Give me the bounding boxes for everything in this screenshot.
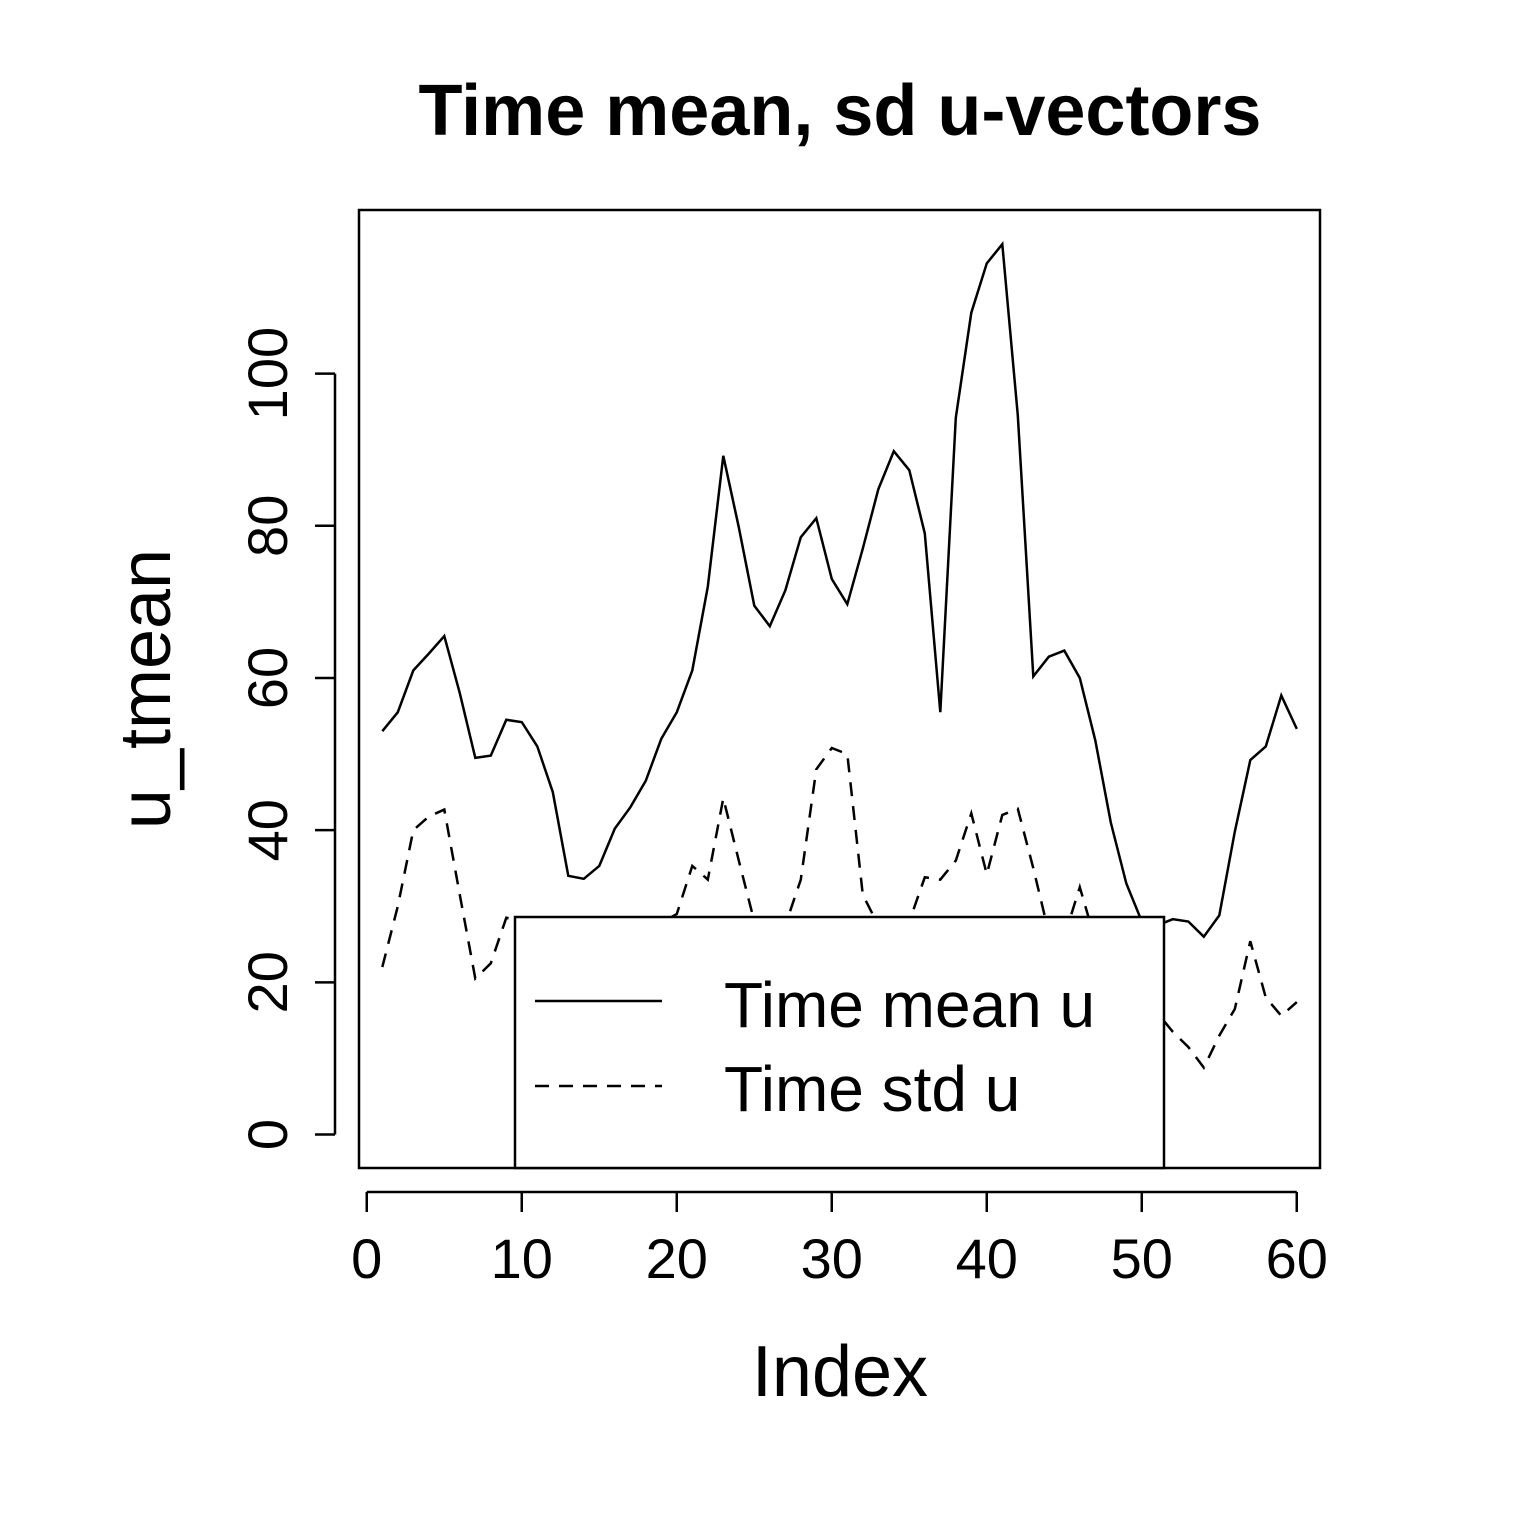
x-tick-label: 60	[1266, 1227, 1328, 1290]
legend-label-time-std: Time std u	[724, 1053, 1020, 1125]
y-tick-label: 20	[236, 951, 299, 1013]
series-line-time-mean-u	[381, 241, 1298, 939]
series-line-time-std-u	[381, 746, 1298, 1070]
y-axis: 0 20 40 60 80 100	[236, 327, 337, 1150]
x-axis-label: Index	[752, 1332, 928, 1412]
y-axis-label: u_tmean	[106, 549, 186, 829]
legend-label-time-mean: Time mean u	[724, 969, 1095, 1041]
x-tick-label: 0	[351, 1227, 382, 1290]
legend: Time mean u Time std u	[513, 915, 1166, 1170]
x-tick-label: 10	[491, 1227, 553, 1290]
x-tick-label: 40	[956, 1227, 1018, 1290]
x-tick-label: 20	[646, 1227, 708, 1290]
y-tick-label: 80	[236, 495, 299, 557]
x-axis: 0 10 20 30 40 50 60	[351, 1190, 1328, 1290]
legend-box	[513, 915, 1166, 1170]
y-tick-label: 60	[236, 647, 299, 709]
x-tick-label: 30	[801, 1227, 863, 1290]
y-tick-label: 0	[236, 1119, 299, 1150]
y-tick-label: 100	[236, 327, 299, 420]
y-tick-label: 40	[236, 799, 299, 861]
x-tick-label: 50	[1111, 1227, 1173, 1290]
chart-title: Time mean, sd u-vectors	[419, 71, 1262, 151]
